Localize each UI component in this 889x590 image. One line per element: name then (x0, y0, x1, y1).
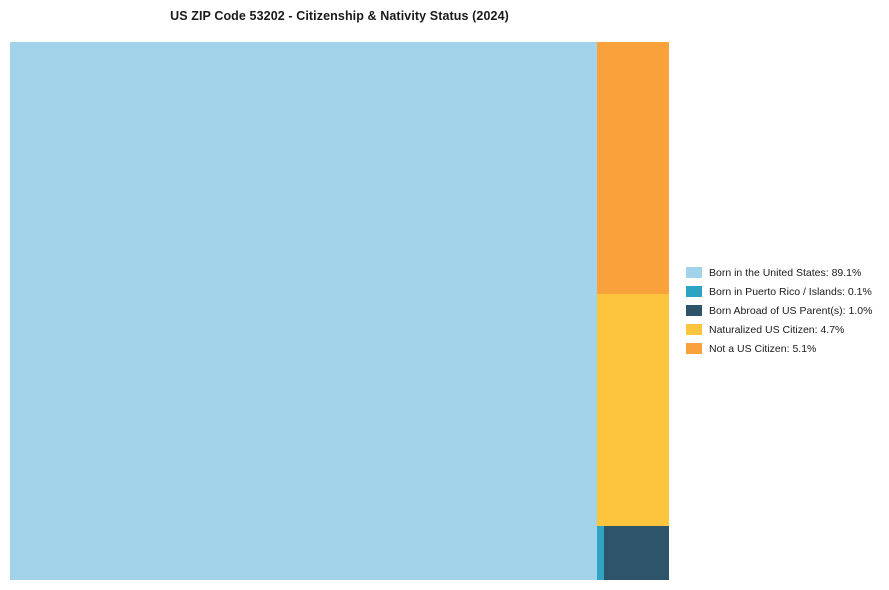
treemap-tile-not-us-citizen (597, 42, 669, 294)
legend-item-puerto-rico: Born in Puerto Rico / Islands: 0.1% (686, 285, 872, 298)
legend-item-naturalized: Naturalized US Citizen: 4.7% (686, 323, 872, 336)
legend-swatch-born-abroad-icon (686, 305, 702, 316)
treemap-tile-born-in-us (10, 42, 598, 580)
legend-item-born-in-us: Born in the United States: 89.1% (686, 266, 872, 279)
legend: Born in the United States: 89.1% Born in… (686, 266, 872, 361)
legend-label-naturalized: Naturalized US Citizen: 4.7% (709, 323, 845, 336)
legend-item-born-abroad: Born Abroad of US Parent(s): 1.0% (686, 304, 872, 317)
legend-label-born-abroad: Born Abroad of US Parent(s): 1.0% (709, 304, 873, 317)
legend-swatch-naturalized-icon (686, 324, 702, 335)
legend-label-not-citizen: Not a US Citizen: 5.1% (709, 342, 817, 355)
legend-swatch-not-citizen-icon (686, 343, 702, 354)
treemap-tile-puerto-rico (597, 525, 604, 580)
legend-swatch-puerto-rico-icon (686, 286, 702, 297)
treemap-tile-born-abroad (603, 525, 669, 580)
legend-label-puerto-rico: Born in Puerto Rico / Islands: 0.1% (709, 285, 872, 298)
legend-swatch-born-in-us-icon (686, 267, 702, 278)
treemap (10, 42, 669, 580)
legend-label-born-in-us: Born in the United States: 89.1% (709, 266, 862, 279)
chart-title: US ZIP Code 53202 - Citizenship & Nativi… (170, 9, 509, 23)
treemap-tile-naturalized (597, 293, 669, 526)
legend-item-not-citizen: Not a US Citizen: 5.1% (686, 342, 872, 355)
